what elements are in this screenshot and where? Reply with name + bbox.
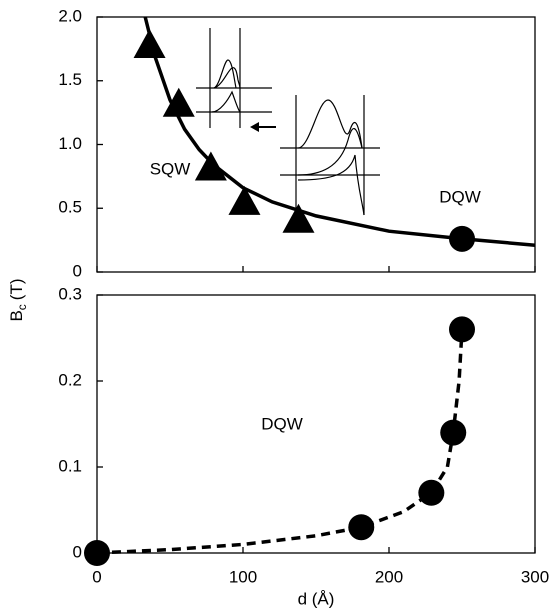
y-tick-label: 0.5 bbox=[58, 198, 82, 217]
y-tick-label: 1.0 bbox=[58, 134, 82, 153]
circle-marker bbox=[418, 479, 445, 506]
y-tick-label: 0.2 bbox=[58, 370, 82, 389]
x-tick-label: 300 bbox=[521, 567, 549, 586]
annotation: DQW bbox=[261, 414, 303, 433]
triangle-marker bbox=[194, 151, 227, 181]
x-tick-label: 0 bbox=[92, 567, 101, 586]
y-tick-label: 0 bbox=[73, 542, 82, 561]
bottom-panel-frame bbox=[96, 294, 536, 554]
triangle-marker bbox=[133, 29, 166, 59]
y-tick-label: 0.3 bbox=[58, 284, 82, 303]
x-axis-label: d (Å) bbox=[298, 589, 335, 608]
triangle-marker bbox=[282, 203, 315, 233]
x-tick-label: 200 bbox=[375, 567, 403, 586]
circle-marker bbox=[84, 540, 110, 566]
annotation: DQW bbox=[439, 187, 481, 206]
annotation: SQW bbox=[150, 159, 191, 178]
inset-single-well bbox=[196, 28, 272, 128]
y-tick-label: 1.5 bbox=[58, 70, 82, 89]
y-label-sub: c bbox=[15, 304, 29, 310]
inset-arrow bbox=[250, 122, 276, 132]
triangle-marker bbox=[162, 87, 195, 117]
y-tick-label: 0 bbox=[73, 261, 82, 280]
triangle-marker bbox=[228, 185, 261, 215]
y-tick-label: 2.0 bbox=[58, 6, 82, 25]
circle-marker bbox=[449, 225, 475, 252]
x-tick-label: 100 bbox=[229, 567, 257, 586]
inset-double-well bbox=[280, 95, 380, 216]
circle-marker bbox=[440, 419, 467, 446]
circle-marker bbox=[449, 316, 475, 343]
circle-marker bbox=[348, 514, 375, 541]
y-label-unit: (T) bbox=[7, 278, 26, 300]
y-axis-label: Bc (T) bbox=[7, 278, 29, 321]
y-label-main: B bbox=[7, 310, 26, 321]
fit-curve bbox=[143, 16, 536, 247]
fit-curve bbox=[96, 329, 464, 555]
y-tick-label: 0.1 bbox=[58, 456, 82, 475]
